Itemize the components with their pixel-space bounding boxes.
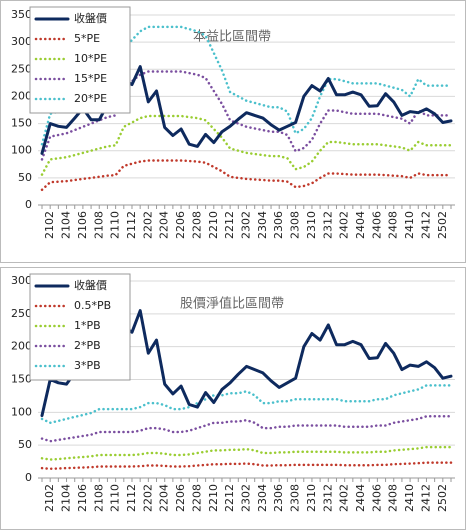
x-tick-label: 2110 (109, 484, 122, 512)
x-tick-label: 2310 (305, 484, 318, 512)
series-line (40, 384, 453, 425)
x-tick-label: 2410 (403, 211, 416, 239)
x-tick-label: 2306 (272, 211, 285, 239)
y-tick-label: 0 (25, 471, 32, 484)
legend-label: 3*PB (74, 359, 101, 372)
x-tick-label: 2202 (141, 484, 154, 512)
legend-label: 收盤價 (74, 11, 107, 25)
series-line (40, 415, 453, 443)
legend-label: 5*PE (74, 32, 100, 45)
x-tick-label: 2308 (289, 211, 302, 239)
x-tick-label: 2102 (43, 484, 56, 512)
x-tick-label: 2304 (256, 484, 269, 512)
legend-label: 0.5*PB (74, 299, 111, 312)
x-tick-label: 2102 (43, 211, 56, 239)
legend-label: 2*PB (74, 339, 101, 352)
x-tick-label: 2208 (190, 211, 203, 239)
legend-box (29, 273, 131, 381)
x-tick-label: 2404 (354, 484, 367, 512)
legend-label: 15*PE (74, 72, 107, 85)
y-tick-label: 200 (11, 340, 32, 353)
legend-label: 1*PB (74, 319, 101, 332)
x-tick-label: 2206 (174, 211, 187, 239)
x-tick-label: 2402 (338, 211, 351, 239)
series-line (40, 445, 453, 461)
x-tick-label: 2106 (76, 484, 89, 512)
y-tick-label: 350 (11, 8, 32, 21)
y-tick-label: 200 (11, 89, 32, 102)
y-tick-label: 100 (11, 144, 32, 157)
x-tick-label: 2108 (92, 211, 105, 239)
x-tick-label: 2408 (387, 211, 400, 239)
y-tick-label: 0 (25, 198, 32, 211)
legend-box (29, 6, 131, 114)
x-tick-label: 2406 (370, 484, 383, 512)
x-tick-label: 2302 (240, 484, 253, 512)
x-tick-label: 2108 (92, 484, 105, 512)
series-line (40, 461, 453, 471)
x-tick-label: 2210 (207, 211, 220, 239)
x-tick-label: 2312 (321, 211, 334, 239)
x-tick-label: 2106 (76, 211, 89, 239)
legend-label: 10*PE (74, 52, 107, 65)
y-tick-label: 150 (11, 117, 32, 130)
x-tick-label: 2104 (60, 211, 73, 239)
x-tick-label: 2304 (256, 211, 269, 239)
x-tick-label: 2110 (109, 211, 122, 239)
x-tick-label: 2208 (190, 484, 203, 512)
x-tick-label: 2306 (272, 484, 285, 512)
series-line (40, 70, 453, 161)
y-tick-label: 150 (11, 373, 32, 386)
x-tick-label: 2112 (125, 211, 138, 239)
x-tick-label: 2112 (125, 484, 138, 512)
x-tick-label: 2202 (141, 211, 154, 239)
y-tick-label: 300 (11, 274, 32, 287)
x-tick-label: 2310 (305, 211, 318, 239)
x-tick-label: 2206 (174, 484, 187, 512)
y-tick-label: 50 (18, 438, 32, 451)
x-tick-label: 2408 (387, 484, 400, 512)
x-tick-label: 2210 (207, 484, 220, 512)
legend-label: 20*PE (74, 92, 107, 105)
x-tick-label: 2412 (419, 211, 432, 239)
y-tick-label: 250 (11, 307, 32, 320)
x-tick-label: 2308 (289, 484, 302, 512)
series-line (40, 159, 453, 192)
series-line (40, 114, 453, 176)
x-tick-label: 2302 (240, 211, 253, 239)
y-tick-label: 100 (11, 405, 32, 418)
legend-label: 收盤價 (74, 278, 107, 292)
x-tick-label: 2204 (158, 211, 171, 239)
y-tick-label: 250 (11, 62, 32, 75)
x-tick-label: 2412 (419, 484, 432, 512)
x-tick-label: 2402 (338, 484, 351, 512)
x-tick-label: 2502 (436, 211, 449, 239)
chart-title: 股價淨值比區間帶 (180, 296, 284, 312)
x-tick-label: 2212 (223, 211, 236, 239)
x-tick-label: 2404 (354, 211, 367, 239)
x-tick-label: 2104 (60, 484, 73, 512)
x-tick-label: 2406 (370, 211, 383, 239)
chart-title: 本益比區間帶 (193, 30, 271, 45)
x-tick-label: 2204 (158, 484, 171, 512)
x-tick-label: 2410 (403, 484, 416, 512)
y-tick-label: 300 (11, 35, 32, 48)
x-tick-label: 2212 (223, 484, 236, 512)
x-tick-label: 2312 (321, 484, 334, 512)
y-tick-label: 50 (18, 171, 32, 184)
x-tick-label: 2502 (436, 484, 449, 512)
